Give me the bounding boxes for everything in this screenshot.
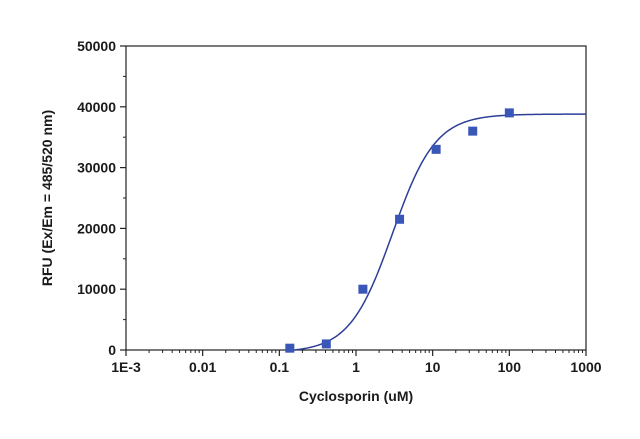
data-point bbox=[358, 284, 368, 294]
data-point bbox=[321, 339, 331, 349]
x-axis-ticks: 1E-3 0.01 0.1 1 10 100 1000 bbox=[111, 350, 602, 375]
plot-area: 1E-3 0.01 0.1 1 10 100 1000 0 10000 20000 30000 40… bbox=[77, 38, 602, 375]
x-tick-label: 0.1 bbox=[270, 359, 290, 375]
data-points bbox=[285, 108, 514, 353]
data-point bbox=[504, 108, 514, 118]
y-axis-ticks: 0 10000 20000 30000 40000 50000 bbox=[77, 38, 126, 358]
x-tick-label: 100 bbox=[498, 359, 522, 375]
fit-curve bbox=[289, 113, 586, 351]
y-tick-label: 20000 bbox=[77, 220, 116, 236]
x-tick-label: 1 bbox=[352, 359, 360, 375]
y-axis-title: RFU (Ex/Em = 485/520 nm) bbox=[39, 110, 55, 286]
x-axis-title: Cyclosporin (uM) bbox=[299, 388, 413, 404]
x-tick-label: 10 bbox=[425, 359, 441, 375]
y-tick-label: 0 bbox=[108, 342, 116, 358]
y-tick-label: 50000 bbox=[77, 38, 116, 54]
x-minor-ticks bbox=[148, 350, 583, 353]
y-tick-label: 40000 bbox=[77, 99, 116, 115]
plot-frame bbox=[125, 45, 587, 351]
y-minor-ticks bbox=[123, 75, 126, 321]
data-point bbox=[431, 144, 441, 154]
y-tick-label: 30000 bbox=[77, 160, 116, 176]
data-point bbox=[468, 126, 478, 136]
x-tick-label: 0.01 bbox=[189, 359, 216, 375]
x-tick-label: 1000 bbox=[570, 359, 601, 375]
x-tick-label: 1E-3 bbox=[111, 359, 141, 375]
data-point bbox=[395, 214, 405, 224]
data-point bbox=[285, 343, 295, 353]
y-tick-label: 10000 bbox=[77, 281, 116, 297]
